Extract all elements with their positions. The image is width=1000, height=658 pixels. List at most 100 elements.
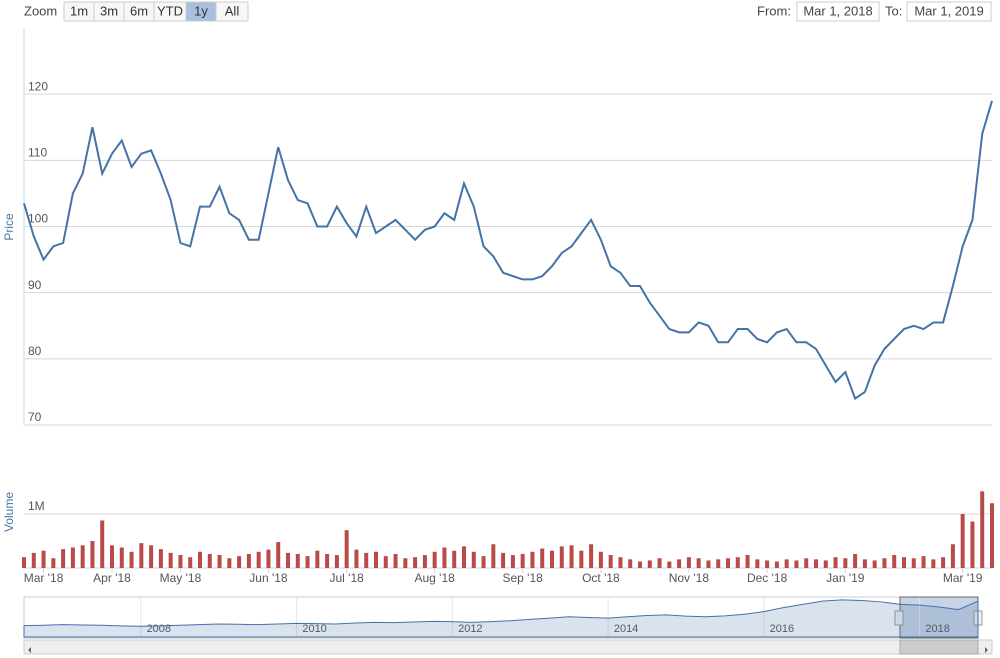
volume-bar (618, 557, 623, 568)
volume-bar (686, 557, 691, 568)
volume-bar (305, 556, 310, 568)
zoom-button-label: All (225, 3, 240, 18)
volume-bar (911, 558, 916, 568)
from-input[interactable] (796, 1, 880, 22)
volume-bar (354, 549, 359, 568)
volume-bar (550, 550, 554, 568)
volume-bar (833, 557, 838, 568)
volume-bar (579, 550, 584, 568)
volume-bar (227, 558, 232, 568)
y-tick-label: 110 (28, 146, 47, 160)
volume-bar (237, 556, 242, 568)
x-tick-label: Aug '18 (415, 571, 456, 585)
volume-bar (794, 560, 799, 568)
navigator-label: 2016 (770, 623, 794, 635)
volume-bar (442, 547, 447, 568)
y-tick-label: 80 (28, 344, 42, 358)
volume-bar (217, 555, 222, 568)
volume-bar (70, 547, 75, 568)
volume-bar (90, 541, 95, 568)
volume-bar (149, 545, 154, 568)
y-axis-title: Price (2, 213, 16, 241)
volume-bar (295, 553, 300, 568)
volume-bar (921, 556, 926, 568)
volume-bar (950, 544, 955, 568)
x-tick-label: May '18 (160, 571, 202, 585)
volume-bar (452, 550, 457, 568)
volume-bar (246, 553, 251, 568)
volume-bar (872, 560, 877, 568)
navigator-label: 2012 (458, 623, 482, 635)
scroll-right-arrow[interactable] (985, 647, 988, 653)
x-tick-label: Mar '19 (943, 571, 983, 585)
zoom-button[interactable] (215, 1, 249, 22)
volume-bar (80, 545, 85, 568)
volume-bar (970, 521, 975, 568)
x-tick-label: Sep '18 (503, 571, 544, 585)
zoom-label: Zoom (24, 3, 57, 18)
volume-bar (471, 551, 476, 568)
volume-bar (344, 530, 349, 568)
to-input[interactable] (906, 1, 992, 22)
volume-bar (735, 557, 740, 568)
volume-bar (413, 557, 418, 568)
volume-bar (716, 559, 721, 568)
volume-bar (892, 555, 897, 568)
volume-bar (823, 560, 828, 568)
volume-bar (119, 547, 124, 568)
zoom-button-label: 6m (130, 3, 148, 18)
scroll-left-arrow[interactable] (28, 647, 31, 653)
volume-bar (628, 559, 633, 568)
volume-bar (765, 560, 770, 568)
volume-bar (364, 552, 369, 568)
volume-bar (598, 551, 603, 568)
to-value: Mar 1, 2019 (914, 3, 983, 18)
volume-bar (980, 491, 985, 568)
volume-bar (755, 559, 760, 568)
y-axis-title: Volume (2, 492, 16, 532)
x-tick-label: Oct '18 (582, 571, 620, 585)
volume-bar (315, 550, 320, 568)
volume-bar (960, 514, 965, 568)
volume-bar (100, 520, 105, 568)
x-tick-label: Nov '18 (669, 571, 710, 585)
x-tick-label: Mar '18 (24, 571, 64, 585)
volume-bar (22, 557, 26, 568)
volume-bar (657, 558, 662, 568)
zoom-button-label: 1m (70, 3, 88, 18)
volume-bar (266, 549, 271, 568)
volume-bar (334, 555, 339, 568)
volume-bar (481, 556, 486, 568)
navigator-label: 2010 (302, 623, 326, 635)
volume-bar (158, 549, 163, 568)
volume-bar (168, 552, 173, 568)
volume-bar (677, 559, 682, 568)
navigator-handle[interactable] (894, 610, 904, 626)
volume-bar (638, 561, 642, 568)
scrollbar-thumb[interactable] (899, 639, 979, 655)
volume-bar (608, 555, 613, 568)
price-line (23, 100, 993, 401)
zoom-button-label: YTD (157, 3, 183, 18)
scrollbar-track[interactable] (23, 639, 993, 655)
navigator-label: 2014 (614, 623, 638, 635)
volume-bar (706, 560, 711, 568)
volume-bar (286, 552, 290, 568)
navigator-label: 2018 (925, 623, 949, 635)
volume-bar (139, 543, 144, 568)
zoom-button-label: 1y (194, 3, 208, 18)
volume-bar (784, 559, 789, 568)
volume-bar (853, 553, 858, 568)
from-label: From: (757, 3, 791, 18)
volume-bar (374, 551, 378, 568)
volume-bar (198, 551, 202, 568)
x-tick-label: Dec '18 (747, 571, 788, 585)
volume-bar (931, 559, 936, 568)
volume-bar (276, 542, 281, 568)
volume-bar (559, 546, 564, 568)
volume-bar (569, 545, 574, 568)
y-tick-label: 1M (28, 499, 45, 513)
volume-bar (31, 552, 36, 568)
volume-bar (814, 559, 818, 568)
